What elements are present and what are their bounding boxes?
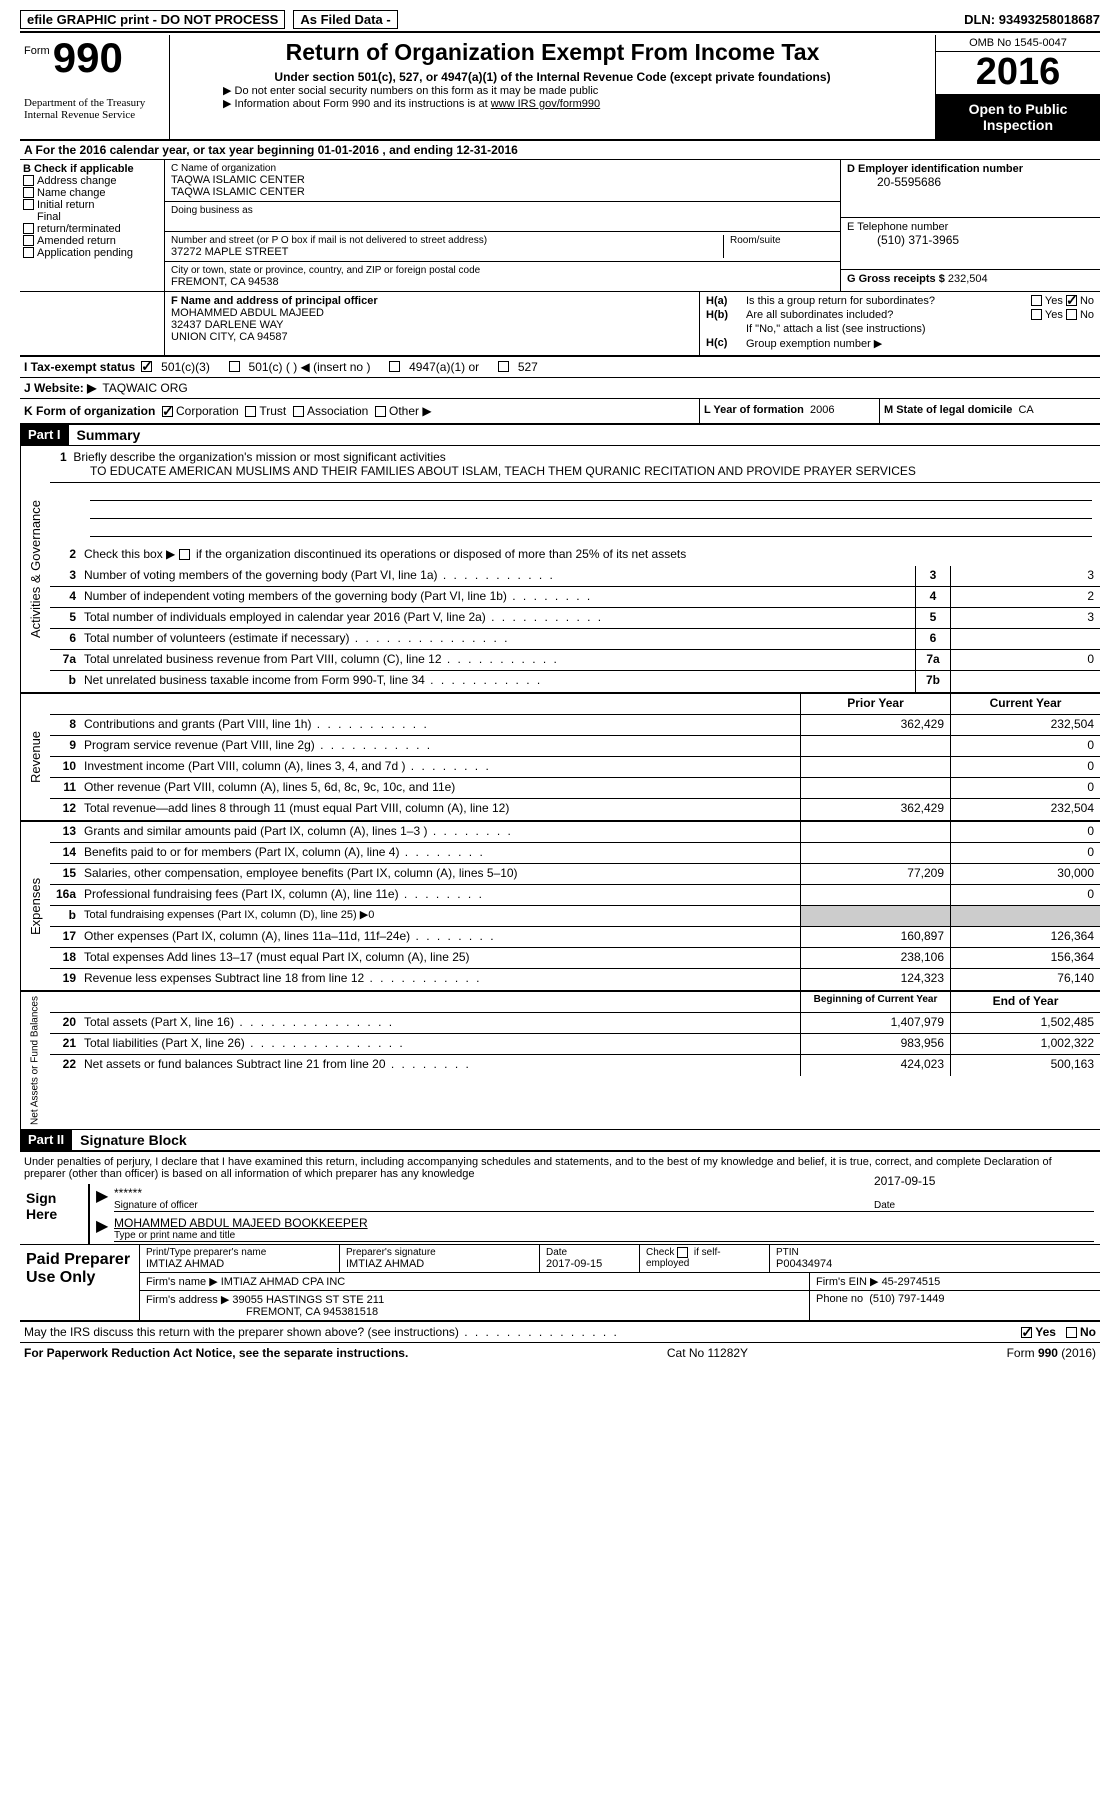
chk-501c[interactable] bbox=[229, 361, 240, 372]
signature-block: Under penalties of perjury, I declare th… bbox=[20, 1150, 1100, 1245]
header-left: Form 990 Department of the Treasury Inte… bbox=[20, 35, 170, 139]
arrow-icon: ▶ bbox=[96, 1216, 114, 1242]
chk-ha-no[interactable] bbox=[1066, 295, 1077, 306]
chk-discontinued[interactable] bbox=[179, 549, 190, 560]
form-number: 990 bbox=[53, 39, 123, 77]
chk-name-change[interactable] bbox=[23, 187, 34, 198]
chk-4947[interactable] bbox=[389, 361, 400, 372]
row-j-website: J Website: ▶ TAQWAIC ORG bbox=[20, 378, 1100, 399]
org-street: 37272 MAPLE STREET bbox=[171, 246, 723, 258]
chk-assoc[interactable] bbox=[293, 406, 304, 417]
row-a-tax-year: A For the 2016 calendar year, or tax yea… bbox=[20, 141, 1100, 160]
section-net-assets: Net Assets or Fund Balances Beginning of… bbox=[20, 992, 1100, 1130]
col-b-checkboxes: B Check if applicable Address change Nam… bbox=[20, 160, 165, 291]
treasury-dept: Department of the Treasury Internal Reve… bbox=[24, 97, 165, 121]
chk-trust[interactable] bbox=[245, 406, 256, 417]
chk-hb-no[interactable] bbox=[1066, 309, 1077, 320]
arrow-icon: ▶ bbox=[96, 1186, 114, 1212]
chk-527[interactable] bbox=[498, 361, 509, 372]
telephone: (510) 371-3965 bbox=[847, 233, 1094, 247]
side-net-assets: Net Assets or Fund Balances bbox=[20, 992, 50, 1129]
top-bar: efile GRAPHIC print - DO NOT PROCESS As … bbox=[20, 10, 1100, 33]
org-name-1: TAQWA ISLAMIC CENTER bbox=[171, 174, 834, 186]
org-name-2: TAQWA ISLAMIC CENTER bbox=[171, 186, 834, 198]
section-governance: Activities & Governance 1 Briefly descri… bbox=[20, 446, 1100, 694]
irs-discuss-row: May the IRS discuss this return with the… bbox=[20, 1322, 1100, 1343]
form-title: Return of Organization Exempt From Incom… bbox=[178, 39, 927, 66]
form-subtitle: Under section 501(c), 527, or 4947(a)(1)… bbox=[178, 70, 927, 84]
officer-name: MOHAMMED ABDUL MAJEED BOOKKEEPER bbox=[114, 1216, 1094, 1230]
chk-discuss-no[interactable] bbox=[1066, 1327, 1077, 1338]
col-c-org-info: C Name of organization TAQWA ISLAMIC CEN… bbox=[165, 160, 840, 291]
efile-notice: efile GRAPHIC print - DO NOT PROCESS bbox=[20, 10, 285, 29]
paid-preparer-block: Paid Preparer Use Only Print/Type prepar… bbox=[20, 1245, 1100, 1322]
note-ssn: ▶ Do not enter social security numbers o… bbox=[223, 84, 927, 97]
side-revenue: Revenue bbox=[20, 694, 50, 820]
irs-link[interactable]: www IRS gov/form990 bbox=[491, 98, 600, 110]
col-f-officer: F Name and address of principal officer … bbox=[165, 292, 700, 355]
chk-amended[interactable] bbox=[23, 235, 34, 246]
chk-ha-yes[interactable] bbox=[1031, 295, 1042, 306]
ein: 20-5595686 bbox=[847, 175, 1094, 189]
header-center: Return of Organization Exempt From Incom… bbox=[170, 35, 935, 139]
paid-preparer-label: Paid Preparer Use Only bbox=[20, 1245, 140, 1320]
row-klm: K Form of organization Corporation Trust… bbox=[20, 399, 1100, 425]
inspection-notice: Open to Public Inspection bbox=[936, 95, 1100, 139]
header-right: OMB No 1545-0047 2016 Open to Public Ins… bbox=[935, 35, 1100, 139]
chk-corp[interactable] bbox=[162, 406, 173, 417]
section-expenses: Expenses 13Grants and similar amounts pa… bbox=[20, 822, 1100, 992]
chk-address-change[interactable] bbox=[23, 175, 34, 186]
part1-header: Part I Summary bbox=[20, 425, 1100, 446]
chk-self-employed[interactable] bbox=[677, 1247, 688, 1258]
side-governance: Activities & Governance bbox=[20, 446, 50, 692]
col-h-group: H(a) Is this a group return for subordin… bbox=[700, 292, 1100, 355]
row-f-h: F Name and address of principal officer … bbox=[20, 292, 1100, 356]
gross-receipts: 232,504 bbox=[948, 273, 988, 285]
chk-other[interactable] bbox=[375, 406, 386, 417]
omb-number: OMB No 1545-0047 bbox=[936, 35, 1100, 52]
section-revenue: Revenue Prior YearCurrent Year 8Contribu… bbox=[20, 694, 1100, 822]
chk-final-return[interactable] bbox=[23, 223, 34, 234]
chk-discuss-yes[interactable] bbox=[1021, 1327, 1032, 1338]
side-expenses: Expenses bbox=[20, 822, 50, 990]
org-city: FREMONT, CA 94538 bbox=[171, 276, 834, 288]
tax-year: 2016 bbox=[936, 52, 1100, 95]
note-info: ▶ Information about Form 990 and its ins… bbox=[223, 97, 927, 110]
footer: For Paperwork Reduction Act Notice, see … bbox=[20, 1343, 1100, 1363]
chk-app-pending[interactable] bbox=[23, 247, 34, 258]
section-bcd: B Check if applicable Address change Nam… bbox=[20, 160, 1100, 292]
sign-here-label: Sign Here bbox=[20, 1184, 90, 1244]
form-header: Form 990 Department of the Treasury Inte… bbox=[20, 35, 1100, 141]
part2-header: Part II Signature Block bbox=[20, 1130, 1100, 1150]
dln: DLN: 93493258018687 bbox=[964, 12, 1100, 27]
chk-501c3[interactable] bbox=[141, 361, 152, 372]
asfiled-label: As Filed Data - bbox=[293, 10, 397, 29]
chk-initial-return[interactable] bbox=[23, 199, 34, 210]
chk-hb-yes[interactable] bbox=[1031, 309, 1042, 320]
col-d-right: D Employer identification number 20-5595… bbox=[840, 160, 1100, 291]
form-word: Form bbox=[24, 45, 50, 57]
website: TAQWAIC ORG bbox=[102, 381, 187, 395]
line-1-mission: 1 Briefly describe the organization's mi… bbox=[50, 446, 1100, 483]
row-i-status: I Tax-exempt status 501(c)(3) 501(c) ( )… bbox=[20, 356, 1100, 378]
